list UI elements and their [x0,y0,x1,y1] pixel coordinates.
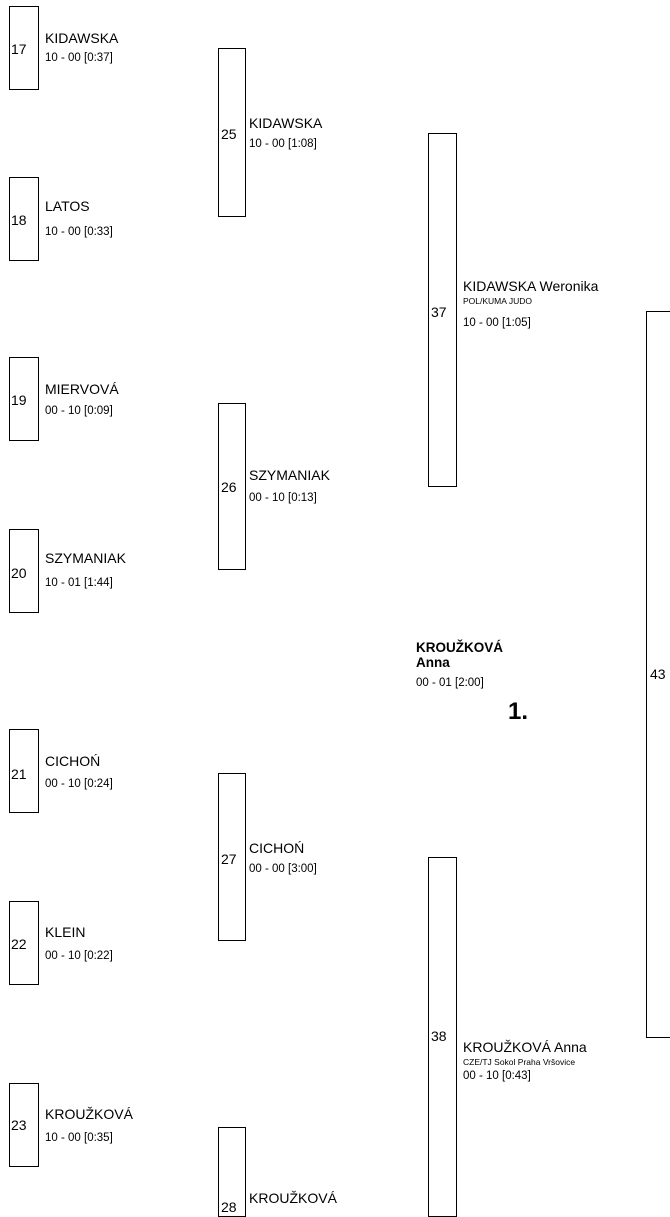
competitor-name-25: KIDAWSKA [249,115,323,131]
match-box-25 [218,48,246,217]
competitor-name-22: KLEIN [45,924,86,940]
match-number-21: 21 [11,766,27,782]
match-score-18: 10 - 00 [0:33] [45,226,113,238]
match-score-38: 00 - 10 [0:43] [463,1070,531,1082]
match-number-25: 25 [221,126,237,142]
match-score-37: 10 - 00 [1:05] [463,317,531,329]
winner-last-name: Anna [416,655,450,670]
match-number-27: 27 [221,851,237,867]
match-number-38: 38 [431,1028,447,1044]
match-box-26 [218,403,246,570]
match-box-22 [9,901,39,985]
match-score-19: 00 - 10 [0:09] [45,405,113,417]
match-score-20: 10 - 01 [1:44] [45,577,113,589]
competitor-name-37: KIDAWSKA Weronika [463,278,599,294]
competitor-name-26: SZYMANIAK [249,467,330,483]
competitor-name-21: CICHOŃ [45,753,101,769]
match-box-17 [9,6,39,90]
match-box-23 [9,1083,39,1167]
match-number-23: 23 [11,1117,27,1133]
competitor-name-17: KIDAWSKA [45,30,119,46]
competitor-name-20: SZYMANIAK [45,550,126,566]
winner-score: 00 - 01 [2:00] [416,677,484,689]
match-box-43 [646,311,670,1038]
match-score-27: 00 - 00 [3:00] [249,863,317,875]
match-score-22: 00 - 10 [0:22] [45,950,113,962]
match-box-21 [9,729,39,813]
match-box-38 [428,857,457,1217]
match-number-19: 19 [11,392,27,408]
competitor-name-18: LATOS [45,198,90,214]
match-score-23: 10 - 00 [0:35] [45,1132,113,1144]
winner-first-name: KROUŽKOVÁ [416,640,503,655]
match-box-18 [9,177,39,261]
competitor-name-27: CICHOŃ [249,840,305,856]
competitor-name-38: KROUŽKOVÁ Anna [463,1039,587,1055]
winner-place: 1. [508,698,529,725]
match-box-20 [9,529,39,613]
competitor-club-38: CZE/TJ Sokol Praha Vršovice [463,1057,576,1067]
competitor-name-28: KROUŽKOVÁ [249,1190,337,1206]
competitor-club-37: POL/KUMA JUDO [463,296,532,306]
match-number-17: 17 [11,41,27,57]
match-box-28 [218,1127,246,1217]
match-score-21: 00 - 10 [0:24] [45,778,113,790]
match-box-27 [218,773,246,941]
competitor-name-23: KROUŽKOVÁ [45,1106,133,1122]
match-score-26: 00 - 10 [0:13] [249,492,317,504]
match-number-43: 43 [650,666,666,682]
match-number-22: 22 [11,936,27,952]
match-number-37: 37 [431,304,447,320]
match-box-19 [9,357,39,441]
match-number-28: 28 [221,1199,237,1215]
competitor-name-19: MIERVOVÁ [45,381,119,397]
match-number-20: 20 [11,565,27,581]
match-score-25: 10 - 00 [1:08] [249,138,317,150]
match-number-18: 18 [11,212,27,228]
match-number-26: 26 [221,479,237,495]
match-score-17: 10 - 00 [0:37] [45,52,113,64]
match-box-37 [428,133,457,487]
